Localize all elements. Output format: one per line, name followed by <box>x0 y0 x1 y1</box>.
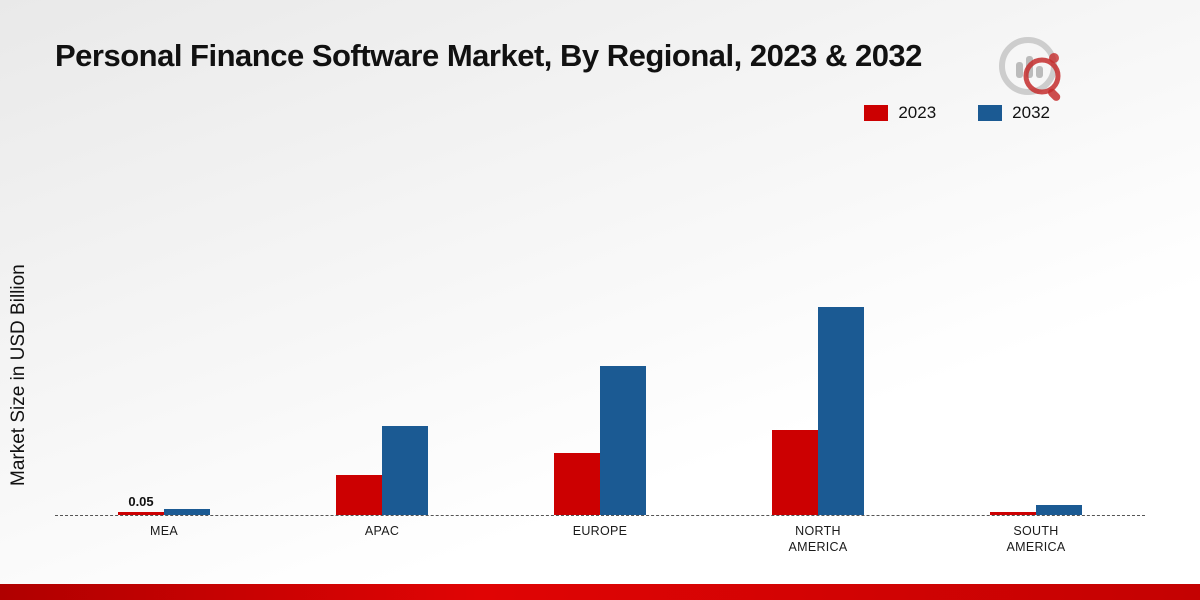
category-label-europe: EUROPE <box>572 524 628 538</box>
market-research-logo-icon <box>999 37 1061 101</box>
plot-area: 0.05 MEA APAC EUROPE NORTH AMERICA SOUTH AMER… <box>55 276 1145 554</box>
bar-group: 0.05 MEA <box>118 494 210 538</box>
bar-2032-north-america <box>818 307 864 515</box>
bar-group: NORTH AMERICA <box>772 307 864 554</box>
bar-2032-apac <box>382 426 428 515</box>
bar-2032-south-america <box>1036 505 1082 515</box>
category-label-apac: APAC <box>364 524 400 538</box>
bar-2023-apac <box>336 475 382 515</box>
legend-swatch-2032 <box>978 105 1003 121</box>
category-label-south-america: SOUTH AMERICA <box>1006 524 1066 555</box>
legend-label-2023: 2023 <box>898 103 937 122</box>
legend-item-2032: 2032 <box>978 103 1050 123</box>
legend-label-2032: 2032 <box>1012 103 1050 122</box>
bar-2023-mea: 0.05 <box>118 494 164 515</box>
legend-item-2023: 2023 <box>864 103 936 123</box>
bar-value-label: 0.05 <box>128 494 154 509</box>
category-label-north-america: NORTH AMERICA <box>788 524 848 555</box>
bottom-accent-bar <box>0 584 1200 600</box>
y-axis-label: Market Size in USD Billion <box>8 264 29 486</box>
legend: 2023 2032 <box>864 103 1050 123</box>
bar-group: APAC <box>336 426 428 538</box>
bar-2032-mea <box>164 509 210 515</box>
bar-group: EUROPE <box>554 366 646 538</box>
category-label-mea: MEA <box>150 524 178 538</box>
bar-group: SOUTH AMERICA <box>990 505 1082 554</box>
bar-2023-europe <box>554 453 600 515</box>
bar-2023-south-america <box>990 512 1036 515</box>
page-title: Personal Finance Software Market, By Reg… <box>55 38 922 73</box>
legend-swatch-2023 <box>864 105 889 121</box>
bar-2023-north-america <box>772 430 818 515</box>
bar-2032-europe <box>600 366 646 515</box>
